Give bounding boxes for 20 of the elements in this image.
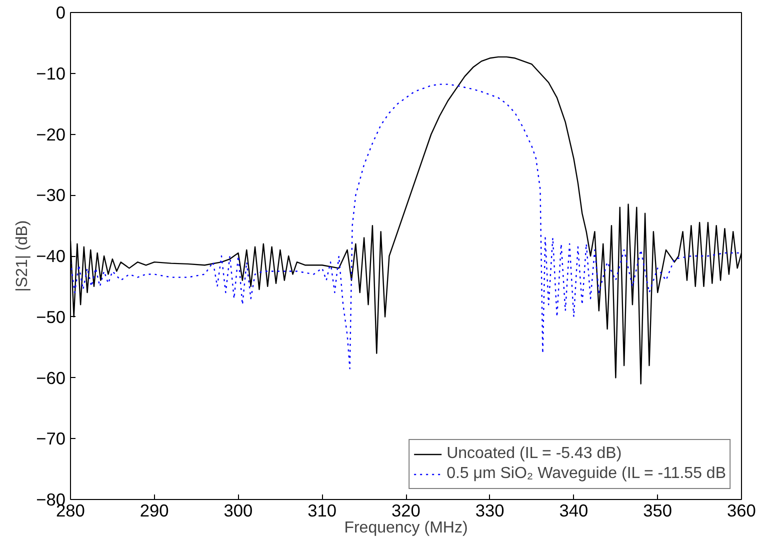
y-tick-label: −70 [36, 428, 66, 449]
y-tick-label: −30 [36, 185, 66, 206]
x-tick-label: 310 [308, 500, 337, 520]
y-tick-label: −60 [36, 368, 66, 388]
y-tick-label: −10 [36, 63, 66, 84]
x-tick-label: 350 [643, 500, 672, 520]
y-tick-label: 0 [56, 2, 66, 22]
x-tick-label: 340 [559, 500, 588, 520]
y-tick-label: −40 [36, 246, 66, 266]
y-tick-label: −20 [36, 124, 66, 144]
x-tick-label: 360 [727, 500, 756, 520]
x-tick-label: 290 [140, 500, 169, 520]
x-tick-label: 320 [392, 500, 420, 520]
x-tick-label: 330 [475, 500, 504, 520]
legend-label: 0.5 μm SiO₂ Waveguide (IL = -11.55 dB [446, 465, 726, 483]
y-tick-label: −50 [36, 306, 66, 327]
legend-label: Uncoated (IL = -5.43 dB) [446, 445, 622, 463]
x-axis-title: Frequency (MHz) [344, 520, 468, 536]
y-axis-title: |S21| (dB) [14, 220, 32, 292]
x-tick-label: 300 [224, 500, 253, 520]
